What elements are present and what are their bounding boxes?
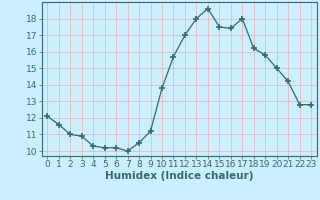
X-axis label: Humidex (Indice chaleur): Humidex (Indice chaleur) [105, 171, 253, 181]
